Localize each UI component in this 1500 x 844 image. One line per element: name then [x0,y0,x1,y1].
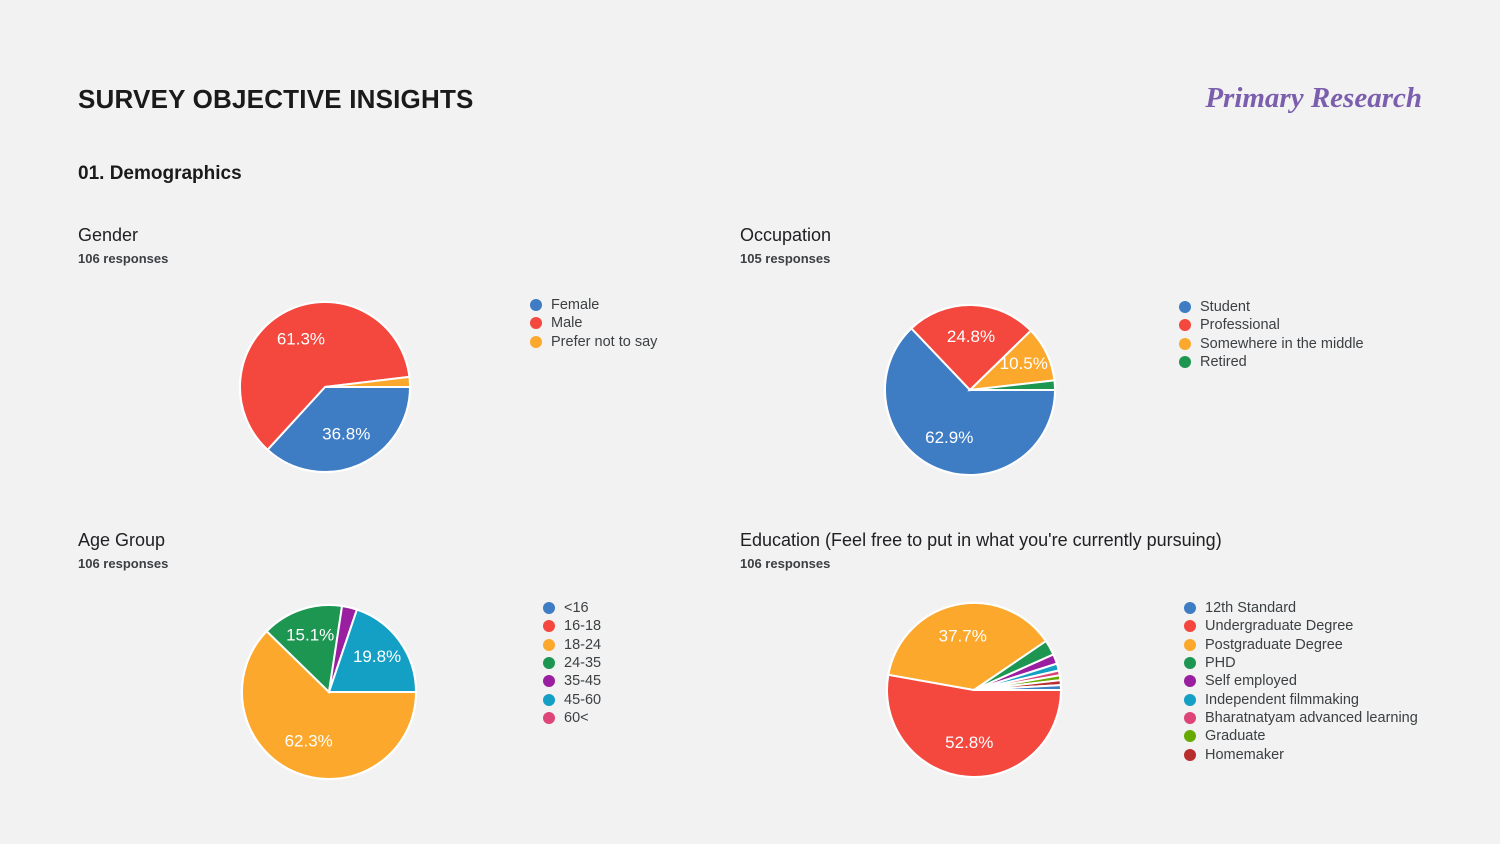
svg-text:62.9%: 62.9% [925,428,973,447]
svg-text:52.8%: 52.8% [945,733,993,752]
svg-text:24.8%: 24.8% [947,327,995,346]
svg-text:36.8%: 36.8% [322,425,370,444]
svg-text:37.7%: 37.7% [939,627,987,646]
svg-text:19.8%: 19.8% [353,647,401,666]
svg-text:61.3%: 61.3% [277,330,325,349]
svg-text:62.3%: 62.3% [285,731,333,750]
svg-text:10.5%: 10.5% [1000,354,1048,373]
svg-text:15.1%: 15.1% [286,625,334,644]
